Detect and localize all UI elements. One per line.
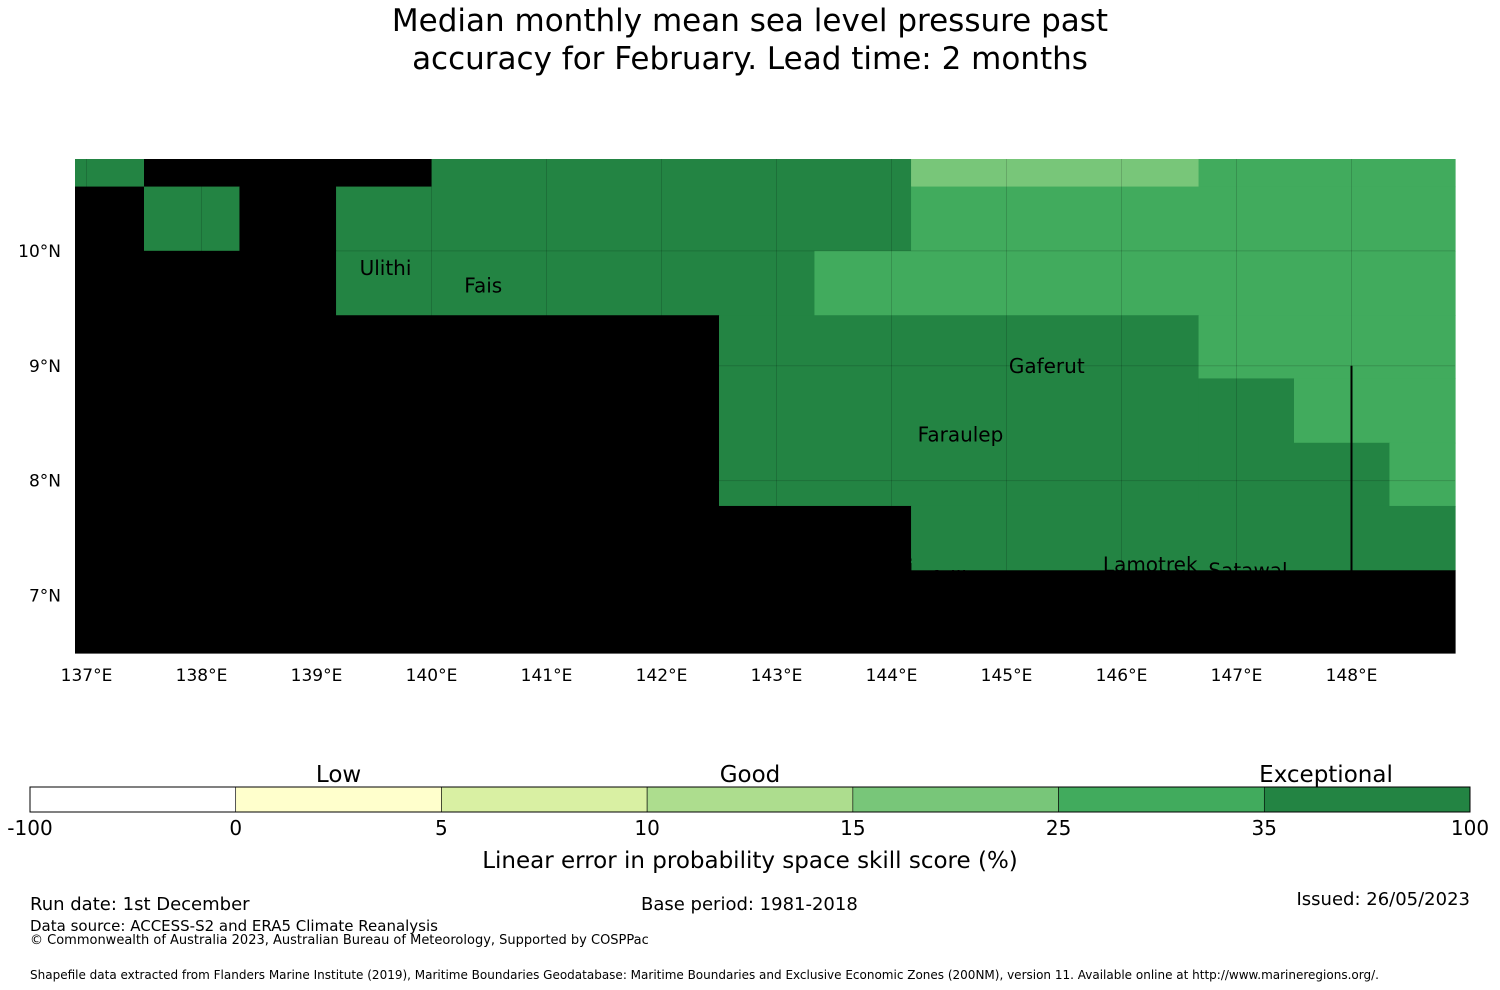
lon-label: 141°E	[521, 666, 573, 686]
lat-label: 8°N	[29, 472, 61, 492]
skill-cell	[144, 186, 241, 252]
place-label: Woleai	[847, 555, 914, 579]
place-label: Gaferut	[1009, 354, 1085, 378]
colorbar-swatch	[441, 786, 648, 813]
skill-cell	[144, 159, 433, 188]
colorbar-category: Good	[720, 762, 781, 788]
lon-label: 148°E	[1326, 666, 1378, 686]
skill-cell	[814, 250, 1456, 316]
skill-cell	[75, 159, 145, 188]
place-label: Satawal	[1208, 558, 1287, 582]
colorbar-tick: 15	[840, 816, 865, 840]
data-source: Data source: ACCESS-S2 and ERA5 Climate …	[30, 917, 438, 935]
lon-label: 137°E	[61, 666, 113, 686]
colorbar-category-labels: Low Good Exceptional	[316, 762, 1393, 788]
lon-label: 140°E	[406, 666, 458, 686]
skill-cell	[1294, 442, 1391, 507]
colorbar-tick: -100	[7, 816, 52, 840]
skill-cell	[336, 186, 912, 252]
place-label: Faraulep	[918, 423, 1004, 447]
lat-label: 7°N	[29, 587, 61, 607]
skill-cell	[911, 186, 1456, 252]
graticule	[75, 159, 1455, 653]
skill-cell	[911, 505, 1456, 571]
colorbar-category: Low	[316, 762, 361, 788]
place-label: Ulithi	[360, 256, 412, 280]
skill-cell	[75, 250, 337, 316]
run-date: Run date: 1st December	[30, 894, 250, 915]
chart-title-line1: Median monthly mean sea level pressure p…	[391, 3, 1109, 39]
skill-cells	[75, 159, 1456, 654]
colorbar-swatch	[852, 786, 1059, 813]
lon-label: 139°E	[291, 666, 343, 686]
colorbar-title: Linear error in probability space skill …	[482, 848, 1018, 874]
colorbar-swatch	[646, 786, 854, 813]
skill-cell	[1198, 159, 1456, 188]
lon-label: 147°E	[1211, 666, 1263, 686]
place-label: Fais	[464, 273, 502, 297]
skill-cell	[75, 505, 912, 571]
colorbar-frame	[29, 786, 1471, 813]
place-label: Lamotrek	[1103, 553, 1198, 577]
colorbar-swatch	[1263, 786, 1471, 813]
lon-label: 145°E	[981, 666, 1033, 686]
colorbar-tick: 0	[229, 816, 242, 840]
colorbar-swatches	[29, 786, 1471, 813]
skill-cell	[431, 159, 912, 188]
colorbar-swatch	[1058, 786, 1265, 813]
skill-cell	[1294, 378, 1456, 444]
lon-label: 142°E	[636, 666, 688, 686]
colorbar-tick: 35	[1252, 816, 1277, 840]
place-label: Sorol	[464, 466, 515, 490]
lon-label: 146°E	[1096, 666, 1148, 686]
place-labels: Yap Ulithi Fais Gaferut Faraulep Sorol Woleai I…	[224, 256, 1288, 648]
place-label: Yap	[224, 296, 259, 320]
colorbar-swatch	[29, 786, 237, 813]
chart-title-line2: accuracy for February. Lead time: 2 mont…	[412, 41, 1088, 77]
skill-cell	[719, 315, 1200, 507]
place-label: Eauripik	[788, 624, 870, 648]
colorbar-tick: 25	[1046, 816, 1071, 840]
skill-cell	[336, 250, 816, 316]
issued-date: Issued: 26/05/2023	[1296, 889, 1470, 910]
colorbar-tick: 100	[1451, 816, 1489, 840]
lon-label: 144°E	[866, 666, 918, 686]
lon-label: 143°E	[751, 666, 803, 686]
colorbar-tick: 10	[634, 816, 659, 840]
lat-label: 10°N	[18, 242, 61, 262]
skill-cell	[1198, 378, 1295, 507]
skill-cell	[75, 186, 145, 252]
colorbar-tick: 5	[435, 816, 448, 840]
skill-cell	[1389, 442, 1456, 507]
copyright-notice: © Commonwealth of Australia 2023, Austra…	[30, 933, 649, 948]
shapefile-credit: Shapefile data extracted from Flanders M…	[30, 968, 1379, 982]
lat-label: 9°N	[29, 357, 61, 377]
latitude-labels: 10°N 9°N 8°N 7°N	[18, 242, 61, 607]
colorbar-tick-labels: -100 0 5 10 15 25 35 100	[7, 816, 1489, 840]
lon-label: 138°E	[176, 666, 228, 686]
skill-cell	[75, 315, 720, 507]
longitude-labels: 137°E 138°E 139°E 140°E 141°E 142°E 143°E 144°E…	[61, 666, 1378, 686]
base-period: Base period: 1981-2018	[641, 894, 858, 915]
skill-cell	[1198, 315, 1456, 380]
colorbar-swatch	[235, 786, 442, 813]
colorbar-category: Exceptional	[1259, 762, 1393, 788]
skill-cell	[75, 570, 1456, 654]
place-label: Ifalik	[925, 566, 973, 590]
skill-cell	[911, 159, 1200, 188]
skill-cell	[239, 186, 337, 252]
